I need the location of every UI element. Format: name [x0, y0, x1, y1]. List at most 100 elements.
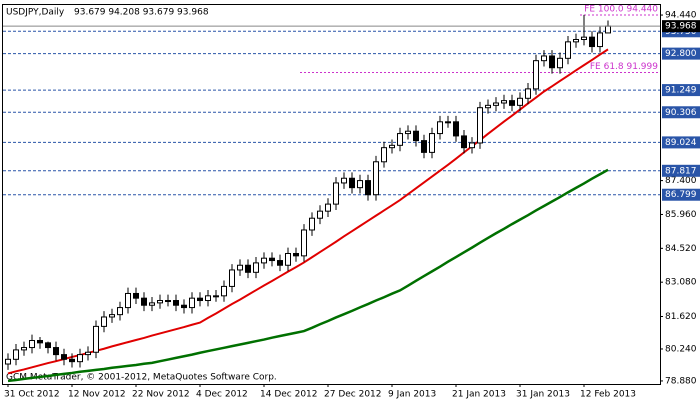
candle-body — [493, 102, 499, 106]
moving-average — [7, 48, 609, 375]
x-tick-label: 31 Oct 2012 — [4, 390, 60, 400]
candle-body — [445, 121, 451, 124]
candle-body — [221, 285, 227, 297]
candle-body — [61, 354, 67, 360]
candle-body — [501, 100, 507, 104]
level-box — [662, 84, 700, 97]
ohlc-header: 93.679 94.208 93.679 93.968 — [74, 8, 209, 18]
candle-body — [565, 41, 571, 59]
candle-body — [549, 55, 555, 69]
candle-body — [85, 351, 91, 356]
candle-body — [309, 217, 315, 231]
level-box — [662, 188, 700, 201]
candle-body — [277, 260, 283, 266]
x-tick-label: 12 Feb 2013 — [580, 390, 636, 400]
candle-body — [45, 342, 51, 349]
y-tick-label: 85.960 — [665, 210, 697, 220]
candle-body — [269, 257, 275, 262]
candle-body — [341, 177, 347, 184]
candle-body — [317, 210, 323, 219]
candle-body — [573, 39, 579, 43]
candle-body — [509, 100, 515, 106]
candle-body — [525, 88, 531, 99]
candle-body — [181, 304, 187, 309]
level-box — [662, 106, 700, 119]
candle-body — [357, 180, 363, 189]
candle-body — [165, 300, 171, 303]
y-tick-label: 81.620 — [665, 312, 697, 322]
candle-body — [261, 257, 267, 264]
footer: GCM MetaTrader, © 2001-2012, MetaQuotes … — [6, 373, 277, 383]
x-tick-label: 22 Nov 2012 — [132, 390, 190, 400]
candle-body — [141, 297, 147, 306]
candle-body — [421, 140, 427, 153]
candle-body — [101, 316, 107, 327]
y-tick-label: 83.080 — [665, 278, 697, 288]
x-tick-label: 21 Jan 2013 — [452, 390, 506, 400]
candle-body — [557, 57, 563, 69]
x-tick-label: 14 Dec 2012 — [260, 390, 318, 400]
y-tick-label: 80.240 — [665, 344, 697, 354]
candle-body — [197, 297, 203, 302]
chart-title: USDJPY,Daily — [6, 8, 65, 18]
x-tick-label: 4 Dec 2012 — [196, 390, 248, 400]
candle-body — [485, 104, 491, 109]
candle-body — [581, 36, 587, 41]
candle-body — [373, 161, 379, 196]
candle-body — [69, 358, 75, 363]
candle-body — [533, 60, 539, 90]
level-label: 89.024 — [665, 138, 697, 148]
candle-body — [381, 147, 387, 163]
candle-body — [245, 264, 251, 273]
level-box — [662, 136, 700, 149]
candle-body — [213, 295, 219, 298]
x-tick-label: 9 Jan 2013 — [388, 390, 436, 400]
candle-body — [21, 347, 27, 351]
level-label: 86.799 — [665, 190, 697, 200]
candle-body — [229, 269, 235, 287]
level-label: 92.800 — [665, 49, 697, 59]
candle-body — [349, 177, 355, 189]
candle-body — [413, 130, 419, 142]
fe-label: FE 100.0 94.440 — [584, 5, 658, 15]
candle-body — [325, 203, 331, 212]
candle-body — [5, 358, 11, 365]
current-price-label: 93.968 — [665, 22, 697, 32]
candle-body — [157, 300, 163, 304]
x-tick-label: 27 Dec 2012 — [324, 390, 382, 400]
candle-body — [477, 107, 483, 144]
level-label: 90.306 — [665, 108, 697, 118]
candle-body — [365, 180, 371, 196]
candle-body — [173, 300, 179, 306]
candle-body — [253, 262, 259, 273]
candle-body — [469, 142, 475, 149]
candle-body — [13, 349, 19, 360]
candle-body — [589, 36, 595, 48]
candle-body — [37, 339, 43, 344]
fe-label: FE 61.8 91.999 — [590, 62, 658, 72]
x-tick-label: 12 Nov 2012 — [68, 390, 126, 400]
candle-body — [133, 292, 139, 299]
level-label: 87.817 — [665, 166, 697, 176]
candle-body — [405, 130, 411, 135]
candle-body — [453, 121, 459, 137]
y-tick-label: 84.520 — [665, 244, 697, 254]
candle-body — [397, 133, 403, 146]
candle-body — [429, 133, 435, 153]
candle-body — [125, 292, 131, 309]
candle-body — [205, 295, 211, 302]
candle-body — [301, 229, 307, 257]
y-tick-label: 94.440 — [665, 11, 697, 21]
candle-body — [77, 354, 83, 363]
candle-body — [333, 182, 339, 205]
candle-body — [149, 302, 155, 306]
level-box — [662, 47, 700, 60]
candle-body — [29, 339, 35, 349]
level-box — [662, 164, 700, 177]
candle-body — [517, 97, 523, 106]
candle-body — [389, 144, 395, 149]
candle-body — [605, 25, 611, 34]
level-label: 91.249 — [665, 86, 697, 96]
candle-body — [461, 135, 467, 149]
